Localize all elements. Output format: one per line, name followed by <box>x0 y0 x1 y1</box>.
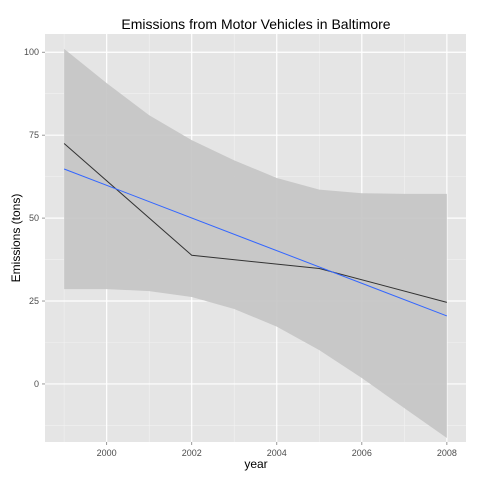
series-layer <box>63 143 448 317</box>
y-axis-title: Emissions (tons) <box>9 194 23 283</box>
confidence-band-layer <box>64 48 447 439</box>
y-tick-label: 75 <box>29 130 39 140</box>
y-axis-ticks: 0 25 50 75 100 <box>24 47 45 389</box>
observed-line <box>63 143 447 303</box>
fit-line <box>63 168 448 317</box>
y-tick-label: 100 <box>24 47 39 57</box>
x-axis-title: year <box>244 457 267 471</box>
x-tick-label: 2004 <box>267 448 287 458</box>
x-axis-ticks: 2000 2002 2004 2006 2008 <box>97 442 457 458</box>
x-tick-label: 2002 <box>182 448 202 458</box>
x-tick-label: 2000 <box>97 448 117 458</box>
x-tick-label: 2006 <box>352 448 372 458</box>
x-tick-label: 2008 <box>437 448 457 458</box>
y-tick-label: 25 <box>29 296 39 306</box>
chart-title: Emissions from Motor Vehicles in Baltimo… <box>121 16 390 32</box>
confidence-band <box>64 48 447 439</box>
y-tick-label: 0 <box>34 379 39 389</box>
y-tick-label: 50 <box>29 213 39 223</box>
